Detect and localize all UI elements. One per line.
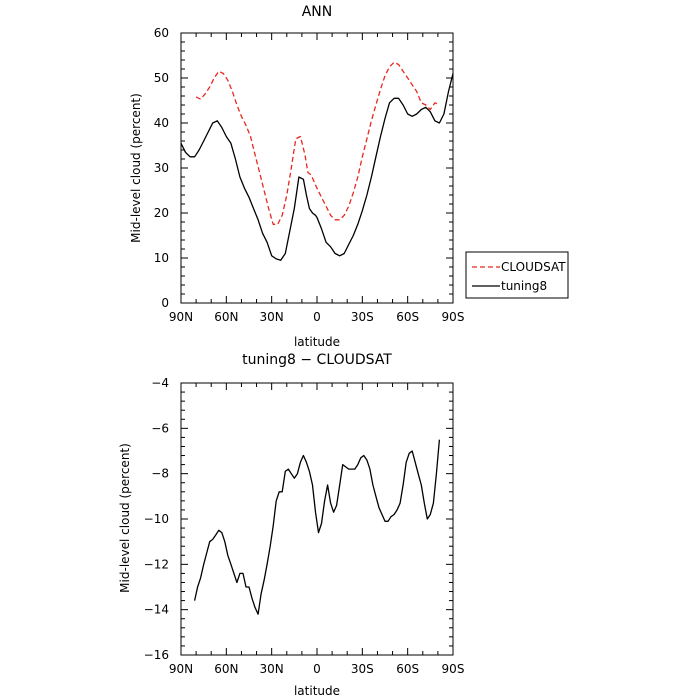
bottom-y-tick-label: −4 (151, 376, 169, 390)
top-y-tick-label: 20 (154, 206, 169, 220)
legend: CLOUDSAT tuning8 (465, 251, 569, 299)
bottom-plot-frame (180, 382, 454, 656)
bottom-chart-title: tuning8 − CLOUDSAT (242, 352, 392, 368)
bottom-y-tick-label: −6 (151, 421, 169, 435)
bottom-x-tick-label: 90S (442, 662, 465, 676)
top-plot-frame (180, 32, 454, 304)
bottom-y-tick-label: −12 (144, 557, 169, 571)
bottom-y-tick-label: −16 (144, 648, 169, 662)
panel-top: ANN Mid-level cloud (percent) latitude 9… (129, 4, 464, 349)
top-series (180, 61, 454, 261)
top-x-tick-label: 30N (260, 310, 284, 324)
top-y-tick-label: 30 (154, 161, 169, 175)
top-x-tick-label: 60S (396, 310, 419, 324)
top-x-tick-label: 60N (214, 310, 238, 324)
top-axis-ticks: 90N 60N 30N 0 30S 60S 90S 0 10 20 30 40 50 60 (154, 26, 465, 324)
top-y-tick-label: 60 (154, 26, 169, 40)
top-x-axis-label: latitude (294, 335, 340, 349)
top-x-tick-label: 90N (169, 310, 193, 324)
bottom-x-axis-label: latitude (294, 684, 340, 698)
panel-bottom: tuning8 − CLOUDSAT Mid-level cloud (perc… (118, 352, 464, 698)
bottom-y-tick-label: −14 (144, 603, 169, 617)
top-y-tick-label: 10 (154, 251, 169, 265)
legend-box (465, 251, 569, 299)
bottom-y-tick-label: −10 (144, 512, 169, 526)
bottom-y-tick-label: −8 (151, 467, 169, 481)
bottom-x-tick-label: 60N (214, 662, 238, 676)
top-x-tick-label: 90S (442, 310, 465, 324)
top-x-tick-label: 30S (351, 310, 374, 324)
top-series-line-tuning8 (180, 73, 454, 261)
bottom-x-tick-label: 30N (260, 662, 284, 676)
top-chart-title: ANN (302, 4, 333, 20)
bottom-x-tick-label: 30S (351, 662, 374, 676)
bottom-x-tick-label: 90N (169, 662, 193, 676)
top-y-tick-label: 40 (154, 116, 169, 130)
top-series-line-cloudsat (195, 61, 440, 225)
legend-label-cloudsat: CLOUDSAT (501, 260, 566, 274)
bottom-series (193, 439, 441, 615)
bottom-y-axis-label: Mid-level cloud (percent) (118, 443, 132, 593)
bottom-axis-ticks: 90N 60N 30N 0 30S 60S 90S −16 −14 −12 −10 −8 −6 −4 (144, 376, 465, 676)
top-y-tick-label: 50 (154, 71, 169, 85)
bottom-series-line-0 (193, 439, 441, 615)
top-x-tick-label: 0 (313, 310, 321, 324)
bottom-x-tick-label: 0 (313, 662, 321, 676)
top-y-axis-label: Mid-level cloud (percent) (129, 93, 143, 243)
bottom-x-tick-label: 60S (396, 662, 419, 676)
legend-label-tuning8: tuning8 (501, 279, 547, 293)
top-y-tick-label: 0 (161, 296, 169, 310)
